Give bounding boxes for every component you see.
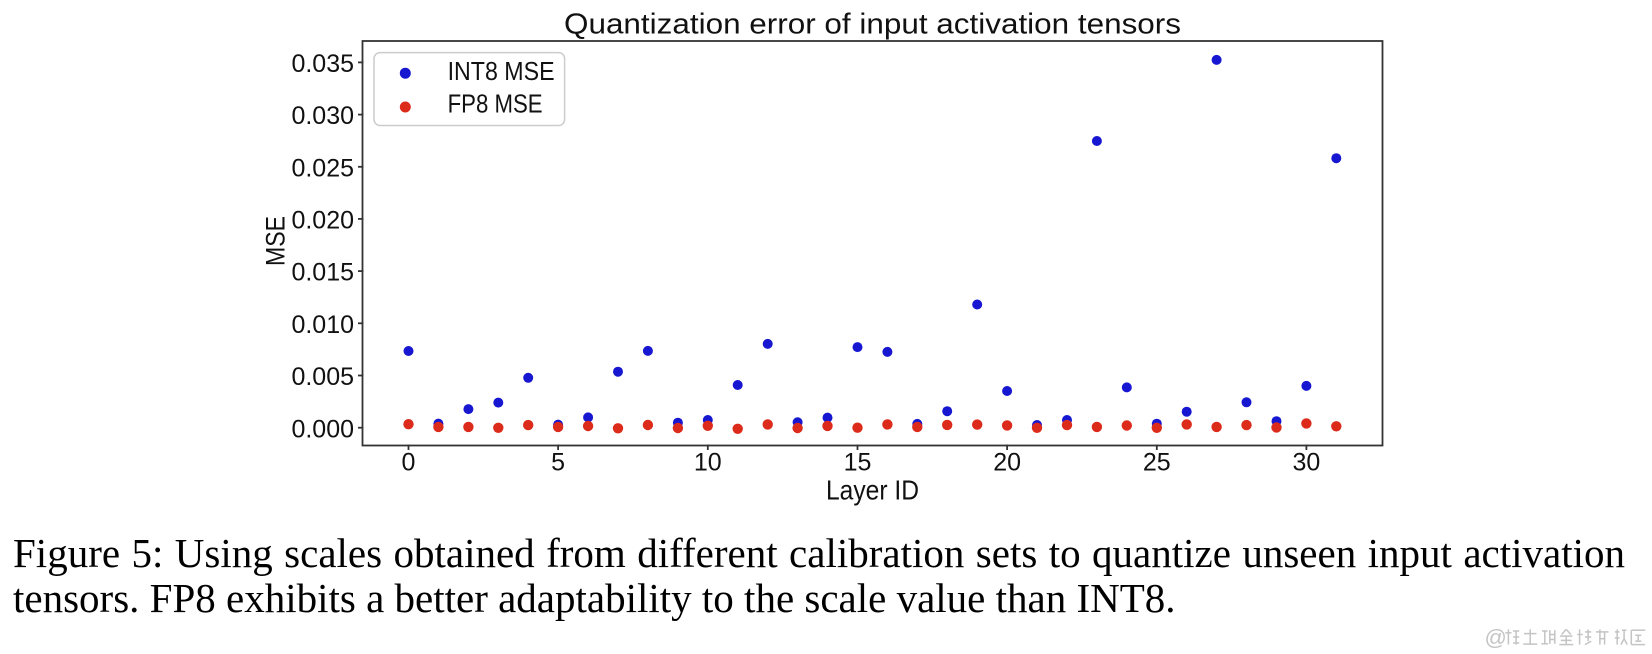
svg-text:0.025: 0.025 [291, 154, 354, 182]
svg-text:0.035: 0.035 [291, 50, 354, 78]
svg-text:0.010: 0.010 [291, 311, 354, 339]
svg-text:15: 15 [844, 449, 872, 477]
svg-text:0: 0 [402, 449, 416, 477]
svg-text:0.020: 0.020 [291, 207, 354, 235]
svg-text:INT8 MSE: INT8 MSE [448, 56, 555, 86]
svg-text:10: 10 [694, 449, 722, 477]
svg-text:0.030: 0.030 [291, 102, 354, 130]
svg-text:FP8 MSE: FP8 MSE [448, 88, 543, 118]
svg-text:0.000: 0.000 [291, 415, 354, 443]
svg-text:0.005: 0.005 [291, 363, 354, 391]
svg-text:30: 30 [1292, 449, 1320, 477]
svg-text:@: @ [1485, 625, 1507, 650]
svg-text:5: 5 [551, 449, 565, 477]
svg-text:Layer ID: Layer ID [826, 475, 919, 506]
svg-text:0.015: 0.015 [291, 259, 354, 287]
svg-text:25: 25 [1143, 449, 1171, 477]
svg-text:MSE: MSE [261, 216, 291, 266]
svg-text:Quantization error of input ac: Quantization error of input activation t… [564, 9, 1181, 41]
svg-text:20: 20 [993, 449, 1021, 477]
